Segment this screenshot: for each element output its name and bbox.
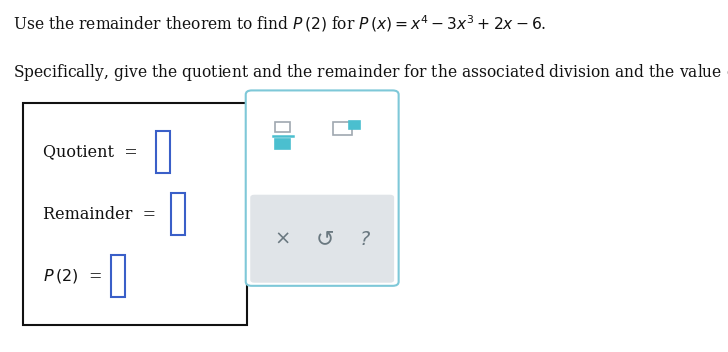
Text: Use the remainder theorem to find $P\,(2)$ for $P\,(x) = x^4 - 3x^3 + 2x - 6$.: Use the remainder theorem to find $P\,(2…: [13, 13, 546, 34]
Bar: [23, 103, 247, 325]
Text: ?: ?: [359, 230, 370, 249]
Text: ×: ×: [274, 230, 291, 249]
FancyBboxPatch shape: [246, 90, 399, 286]
Text: $P\,(2)$  =: $P\,(2)$ =: [43, 267, 102, 285]
Text: ↺: ↺: [316, 230, 334, 250]
FancyBboxPatch shape: [250, 195, 394, 283]
Bar: [349, 121, 360, 129]
Text: Remainder  =: Remainder =: [43, 206, 156, 222]
Bar: [171, 193, 186, 235]
Bar: [111, 256, 125, 297]
Bar: [275, 121, 290, 132]
Text: Specifically, give the quotient and the remainder for the associated division an: Specifically, give the quotient and the …: [13, 62, 728, 83]
Bar: [157, 131, 170, 173]
Bar: [275, 139, 290, 149]
Text: Quotient  =: Quotient =: [43, 144, 138, 161]
Bar: [333, 122, 352, 136]
